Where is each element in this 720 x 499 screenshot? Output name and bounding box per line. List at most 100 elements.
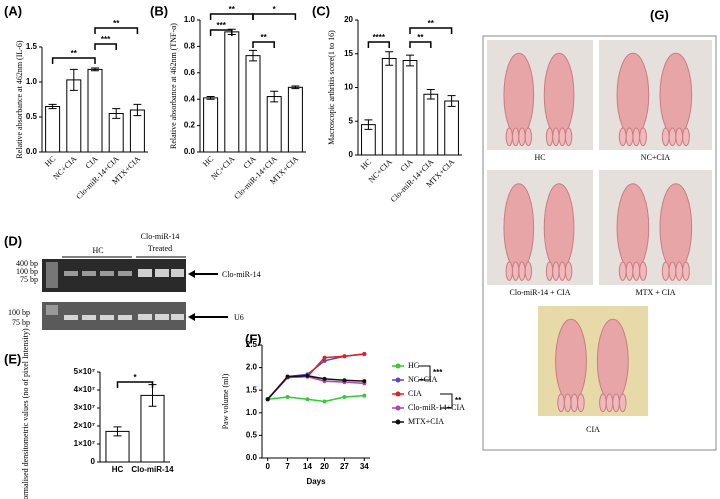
- x-tick-label: 34: [360, 462, 369, 471]
- toe: [558, 127, 566, 147]
- x-tick-label: 7: [285, 462, 290, 471]
- photo-label: MTX + CIA: [635, 288, 675, 297]
- toe: [661, 261, 670, 281]
- point: [322, 376, 327, 381]
- x-tick-label: 27: [340, 462, 349, 471]
- y-tick-label: 2×10⁷: [74, 421, 95, 430]
- toe: [577, 393, 585, 413]
- toe: [682, 261, 690, 281]
- x-tick-label: HC: [201, 154, 215, 168]
- error-bar: [270, 90, 279, 103]
- photo: [599, 40, 712, 150]
- y-tick-label: 0.0: [26, 147, 38, 156]
- sig-label: **: [417, 33, 424, 42]
- toe: [605, 393, 614, 413]
- photo: [487, 170, 593, 285]
- series-line: [267, 374, 365, 400]
- legend-marker: [395, 419, 401, 425]
- legend-marker: [395, 363, 401, 369]
- point: [342, 378, 347, 383]
- y-axis-label: Macroscopic arthritis score(1 to 16): [327, 30, 336, 145]
- point: [285, 394, 290, 399]
- y-tick-label: 0.5: [26, 112, 38, 121]
- paw: [555, 318, 587, 404]
- toe: [618, 127, 627, 147]
- toe: [518, 127, 526, 147]
- error-bar: [112, 108, 121, 119]
- toe: [612, 393, 620, 413]
- bands: [64, 314, 184, 320]
- x-tick-label: 14: [303, 462, 312, 471]
- sig-label: *: [133, 373, 137, 382]
- toe: [618, 261, 627, 281]
- error-bar: [69, 68, 78, 91]
- series-line: [267, 394, 365, 403]
- y-axis-label: Relative absorbance at 462nm (IL-6): [15, 40, 24, 159]
- bar: [108, 113, 124, 153]
- y-tick-label: 10: [344, 83, 353, 92]
- y-tick-label: 1.0: [26, 77, 38, 86]
- toe: [524, 127, 533, 147]
- legend-marker: [395, 405, 401, 411]
- error-bar: [291, 85, 300, 90]
- error-bar: [113, 426, 122, 437]
- paw: [543, 183, 575, 272]
- error-bar: [133, 103, 142, 117]
- sig-bracket: [252, 13, 297, 20]
- point: [342, 354, 347, 359]
- y-tick-label: 5×10⁷: [74, 367, 95, 376]
- paw: [616, 183, 650, 272]
- legend-label: CIA: [408, 389, 422, 398]
- point: [362, 379, 367, 384]
- toe: [552, 127, 560, 147]
- photo: [599, 170, 712, 285]
- sig-bracket: [209, 13, 254, 20]
- point: [362, 352, 367, 357]
- error-bar: [447, 95, 456, 107]
- marker-label: 100 bp: [8, 308, 30, 317]
- x-axis-label: Days: [306, 477, 326, 486]
- marker-label: 75 bp: [12, 318, 30, 327]
- toe: [563, 393, 572, 413]
- x-tick-label: NC+CIA: [209, 154, 236, 181]
- toe: [682, 127, 690, 147]
- y-axis-label: Relative absorbance at 462nm (TNF-α): [169, 23, 178, 149]
- y-tick-label: 3×10⁷: [74, 403, 95, 412]
- sig-bracket: [116, 381, 154, 388]
- bar: [129, 109, 145, 153]
- toe: [511, 261, 520, 281]
- sig-bracket: [440, 393, 453, 409]
- legend-marker: [395, 377, 401, 383]
- y-tick-label: 2.5: [246, 340, 258, 349]
- error-bar: [406, 54, 414, 67]
- sig-label: ***: [217, 21, 227, 30]
- photo-panel: (G) HC NC+CIA Clo-miR-14 + CIA MTX + CIA CIA: [482, 7, 717, 451]
- sig-bracket: [209, 29, 233, 36]
- y-tick-label: 0: [349, 150, 354, 159]
- toe: [505, 127, 513, 147]
- control-label: U6: [234, 313, 244, 322]
- bar: [444, 100, 459, 156]
- x-tick-label: HC: [112, 465, 124, 474]
- y-tick-label: 0.8: [184, 42, 196, 51]
- point: [342, 394, 347, 399]
- legend-label: MTX+CIA: [408, 417, 444, 426]
- photo: [538, 306, 648, 416]
- sig-label: ***: [433, 368, 443, 377]
- group-label: Treated: [148, 244, 172, 253]
- marker-label: 400 bp: [16, 259, 38, 268]
- toe: [545, 261, 554, 281]
- x-tick-label: 0: [265, 462, 270, 471]
- bar: [45, 106, 61, 153]
- panel-label: (E): [4, 351, 21, 366]
- sig-bracket: [51, 57, 96, 64]
- legend-label: HC: [408, 361, 419, 370]
- y-tick-label: 0.5: [246, 431, 258, 440]
- legend-label: Clo-miR-14+CIA: [408, 403, 465, 412]
- photo-label: CIA: [586, 425, 600, 434]
- x-tick-label: CIA: [242, 154, 258, 170]
- group-label: HC: [92, 246, 103, 255]
- marker-label: 75 bp: [20, 275, 38, 284]
- toe: [639, 261, 647, 281]
- y-tick-label: 0: [91, 457, 96, 466]
